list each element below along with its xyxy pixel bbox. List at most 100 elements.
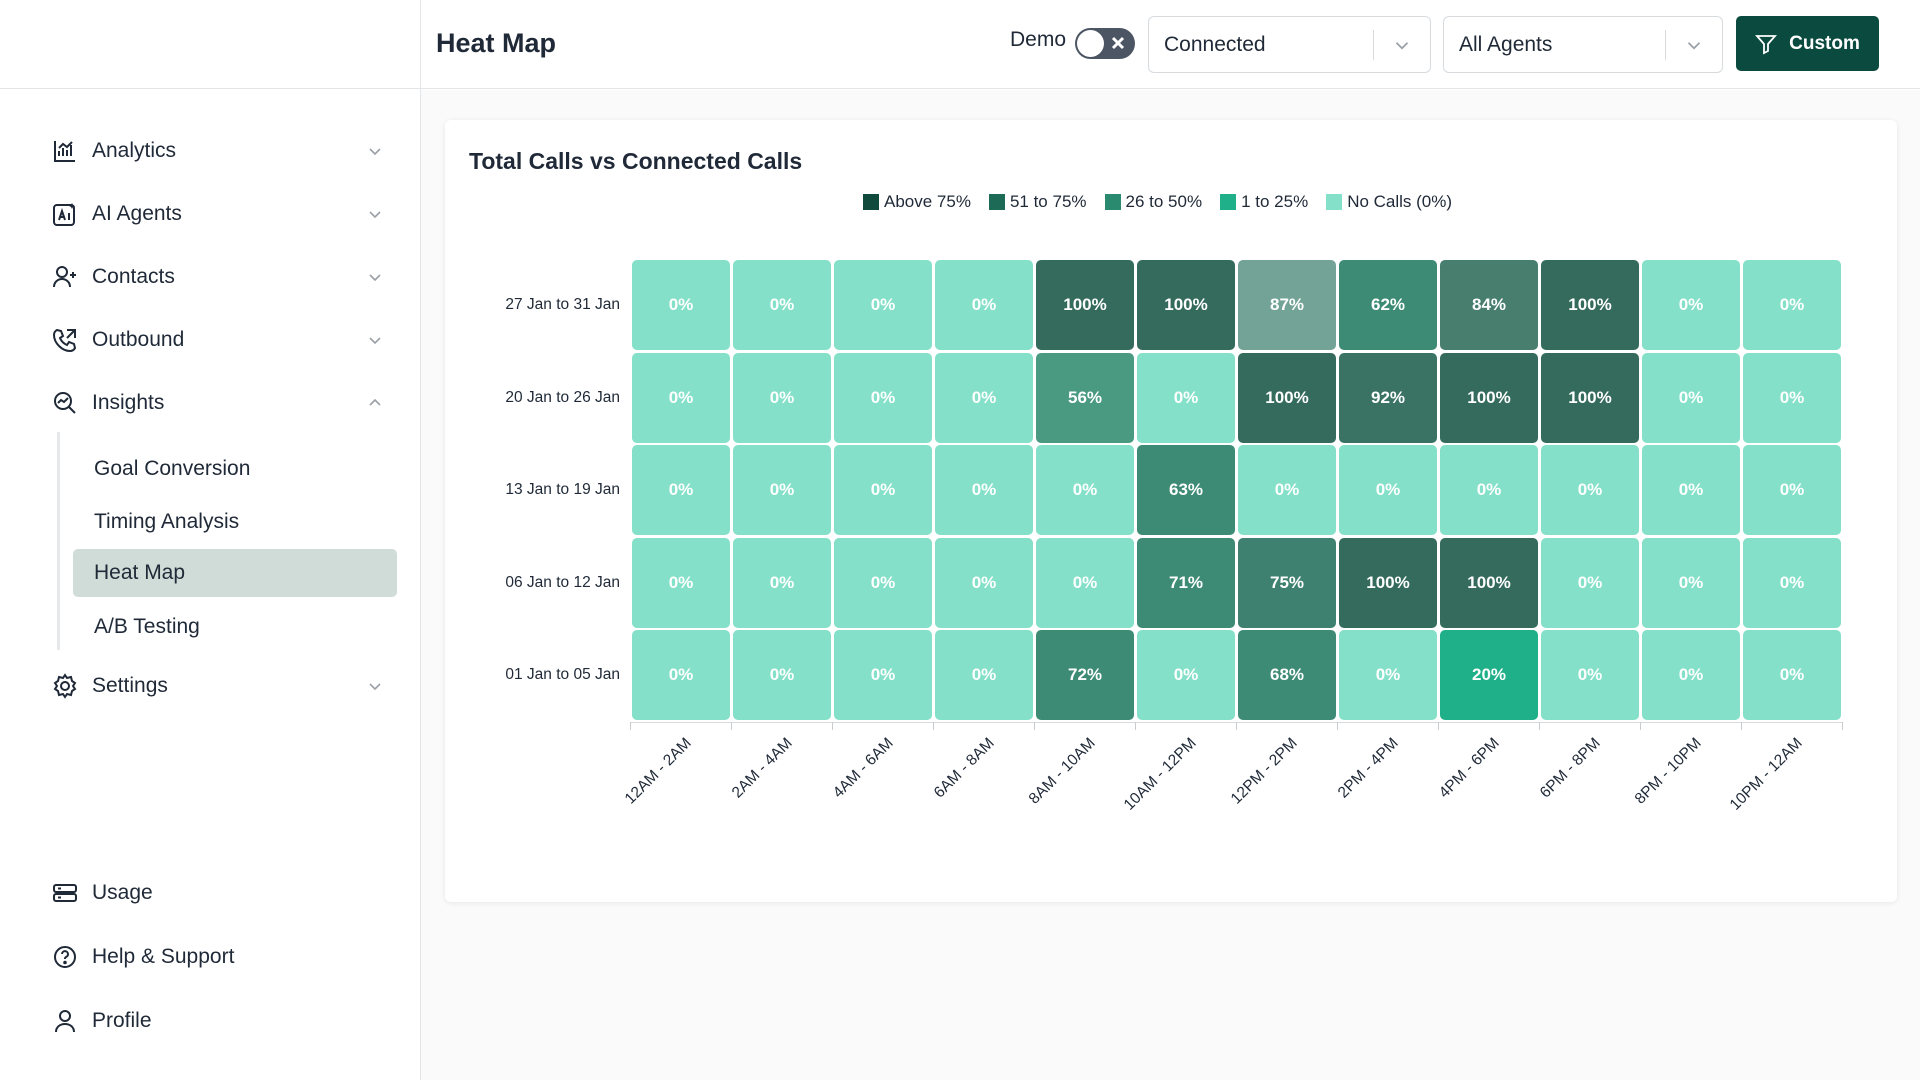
sidebar-item-insights[interactable]: Insights bbox=[50, 381, 385, 425]
heatmap-cell[interactable]: 0% bbox=[1743, 537, 1841, 628]
x-tick-label: 8PM - 10PM bbox=[1631, 734, 1705, 808]
heatmap-cell[interactable]: 71% bbox=[1137, 537, 1235, 628]
sidebar-subitem-heat-map[interactable]: Heat Map bbox=[73, 549, 397, 597]
select-separator bbox=[1665, 29, 1666, 60]
subnav-divider bbox=[57, 432, 60, 650]
heatmap-cell[interactable]: 100% bbox=[1541, 352, 1639, 443]
heatmap-cell[interactable]: 0% bbox=[1642, 352, 1740, 443]
heatmap-cell[interactable]: 0% bbox=[632, 352, 730, 443]
heatmap-cell[interactable]: 0% bbox=[935, 352, 1033, 443]
sidebar-item-label: Settings bbox=[92, 674, 168, 697]
heatmap-cell[interactable]: 20% bbox=[1440, 630, 1538, 720]
heatmap-cell[interactable]: 0% bbox=[834, 445, 932, 535]
heatmap-cell[interactable]: 63% bbox=[1137, 445, 1235, 535]
ai-agents-icon bbox=[50, 199, 80, 229]
heatmap-cell[interactable]: 0% bbox=[1642, 445, 1740, 535]
heatmap-cell[interactable]: 100% bbox=[1137, 260, 1235, 350]
sidebar-item-ai-agents[interactable]: AI Agents bbox=[50, 192, 385, 236]
sidebar-item-usage[interactable]: Usage bbox=[50, 871, 385, 915]
heatmap-cell[interactable]: 0% bbox=[632, 445, 730, 535]
heatmap-cell[interactable]: 0% bbox=[1036, 445, 1134, 535]
heatmap-cell[interactable]: 0% bbox=[733, 352, 831, 443]
heatmap-cell[interactable]: 0% bbox=[1743, 445, 1841, 535]
heatmap-cell[interactable]: 0% bbox=[834, 260, 932, 350]
heatmap-cell[interactable]: 0% bbox=[834, 537, 932, 628]
heatmap-cell[interactable]: 0% bbox=[1137, 352, 1235, 443]
sidebar-item-help-support[interactable]: Help & Support bbox=[50, 935, 385, 979]
chevron-down-icon bbox=[365, 330, 385, 350]
sidebar-subitem-timing-analysis[interactable]: Timing Analysis bbox=[94, 510, 240, 533]
heatmap-cell[interactable]: 0% bbox=[733, 260, 831, 350]
heatmap-cell[interactable]: 0% bbox=[1339, 445, 1437, 535]
sidebar-item-label: Insights bbox=[92, 391, 165, 414]
heatmap-cell[interactable]: 62% bbox=[1339, 260, 1437, 350]
heatmap-cell[interactable]: 0% bbox=[1743, 630, 1841, 720]
heatmap-cell[interactable]: 0% bbox=[1642, 537, 1740, 628]
legend-item: No Calls (0%) bbox=[1326, 192, 1452, 212]
heatmap-cell[interactable]: 87% bbox=[1238, 260, 1336, 350]
heatmap-cell[interactable]: 100% bbox=[1036, 260, 1134, 350]
heatmap-cell[interactable]: 0% bbox=[935, 260, 1033, 350]
demo-toggle[interactable] bbox=[1075, 28, 1135, 59]
heatmap-cell[interactable]: 0% bbox=[935, 630, 1033, 720]
x-tick-label: 8AM - 10AM bbox=[1025, 734, 1099, 808]
usage-icon bbox=[50, 878, 80, 908]
chart-legend: Above 75% 51 to 75% 26 to 50% 1 to 25% No Ca… bbox=[863, 192, 1452, 212]
heatmap-cell[interactable]: 0% bbox=[935, 537, 1033, 628]
x-tick-label: 6PM - 8PM bbox=[1536, 734, 1604, 802]
heatmap-cell[interactable]: 84% bbox=[1440, 260, 1538, 350]
heatmap-cell[interactable]: 100% bbox=[1541, 260, 1639, 350]
x-axis-tick bbox=[1438, 722, 1439, 730]
heatmap-cell[interactable]: 0% bbox=[632, 630, 730, 720]
heatmap-cell[interactable]: 0% bbox=[834, 630, 932, 720]
heatmap-cell[interactable]: 0% bbox=[1642, 260, 1740, 350]
sidebar-item-profile[interactable]: Profile bbox=[50, 999, 385, 1043]
sidebar-subitem-ab-testing[interactable]: A/B Testing bbox=[94, 615, 200, 638]
x-axis-tick bbox=[1337, 722, 1338, 730]
sidebar-item-contacts[interactable]: Contacts bbox=[50, 255, 385, 299]
heatmap-cell[interactable]: 72% bbox=[1036, 630, 1134, 720]
sidebar-subitem-goal-conversion[interactable]: Goal Conversion bbox=[94, 457, 251, 480]
heatmap-cell[interactable]: 100% bbox=[1440, 352, 1538, 443]
heatmap-cell[interactable]: 100% bbox=[1440, 537, 1538, 628]
heatmap-cell[interactable]: 0% bbox=[733, 445, 831, 535]
heatmap-cell[interactable]: 0% bbox=[632, 537, 730, 628]
heatmap-cell[interactable]: 75% bbox=[1238, 537, 1336, 628]
heatmap-cell[interactable]: 0% bbox=[1339, 630, 1437, 720]
heatmap-cell[interactable]: 100% bbox=[1238, 352, 1336, 443]
sidebar-item-label: Contacts bbox=[92, 265, 175, 288]
x-tick-label: 4AM - 6AM bbox=[829, 734, 897, 802]
heatmap-cell[interactable]: 0% bbox=[1036, 537, 1134, 628]
heatmap-cell[interactable]: 0% bbox=[733, 537, 831, 628]
heatmap-cell[interactable]: 0% bbox=[935, 445, 1033, 535]
heatmap-cell[interactable]: 56% bbox=[1036, 352, 1134, 443]
heatmap-cell[interactable]: 92% bbox=[1339, 352, 1437, 443]
heatmap-cell[interactable]: 0% bbox=[1541, 630, 1639, 720]
heatmap-cell[interactable]: 0% bbox=[1642, 630, 1740, 720]
chevron-down-icon bbox=[1666, 34, 1722, 56]
heatmap-cell[interactable]: 0% bbox=[1440, 445, 1538, 535]
heatmap-cell[interactable]: 0% bbox=[1743, 352, 1841, 443]
sidebar-item-analytics[interactable]: Analytics bbox=[50, 129, 385, 173]
status-select[interactable]: Connected bbox=[1148, 16, 1431, 73]
heatmap-cell[interactable]: 0% bbox=[632, 260, 730, 350]
heatmap-cell[interactable]: 0% bbox=[1541, 537, 1639, 628]
x-tick-label: 10PM - 12AM bbox=[1726, 734, 1806, 814]
x-axis-tick bbox=[933, 722, 934, 730]
heatmap-cell[interactable]: 0% bbox=[1743, 260, 1841, 350]
heatmap-cell[interactable]: 0% bbox=[733, 630, 831, 720]
sidebar-item-settings[interactable]: Settings bbox=[50, 664, 385, 708]
custom-filter-button[interactable]: Custom bbox=[1736, 16, 1879, 71]
heatmap-cell[interactable]: 68% bbox=[1238, 630, 1336, 720]
heatmap-cell[interactable]: 100% bbox=[1339, 537, 1437, 628]
heatmap-cell[interactable]: 0% bbox=[1541, 445, 1639, 535]
insights-icon bbox=[50, 388, 80, 418]
sidebar-item-outbound[interactable]: Outbound bbox=[50, 318, 385, 362]
agent-select[interactable]: All Agents bbox=[1443, 16, 1723, 73]
heatmap-cell[interactable]: 0% bbox=[1238, 445, 1336, 535]
add-contact-icon bbox=[50, 262, 80, 292]
demo-label: Demo bbox=[1010, 28, 1067, 51]
x-tick-label: 2PM - 4PM bbox=[1334, 734, 1402, 802]
heatmap-cell[interactable]: 0% bbox=[834, 352, 932, 443]
heatmap-cell[interactable]: 0% bbox=[1137, 630, 1235, 720]
